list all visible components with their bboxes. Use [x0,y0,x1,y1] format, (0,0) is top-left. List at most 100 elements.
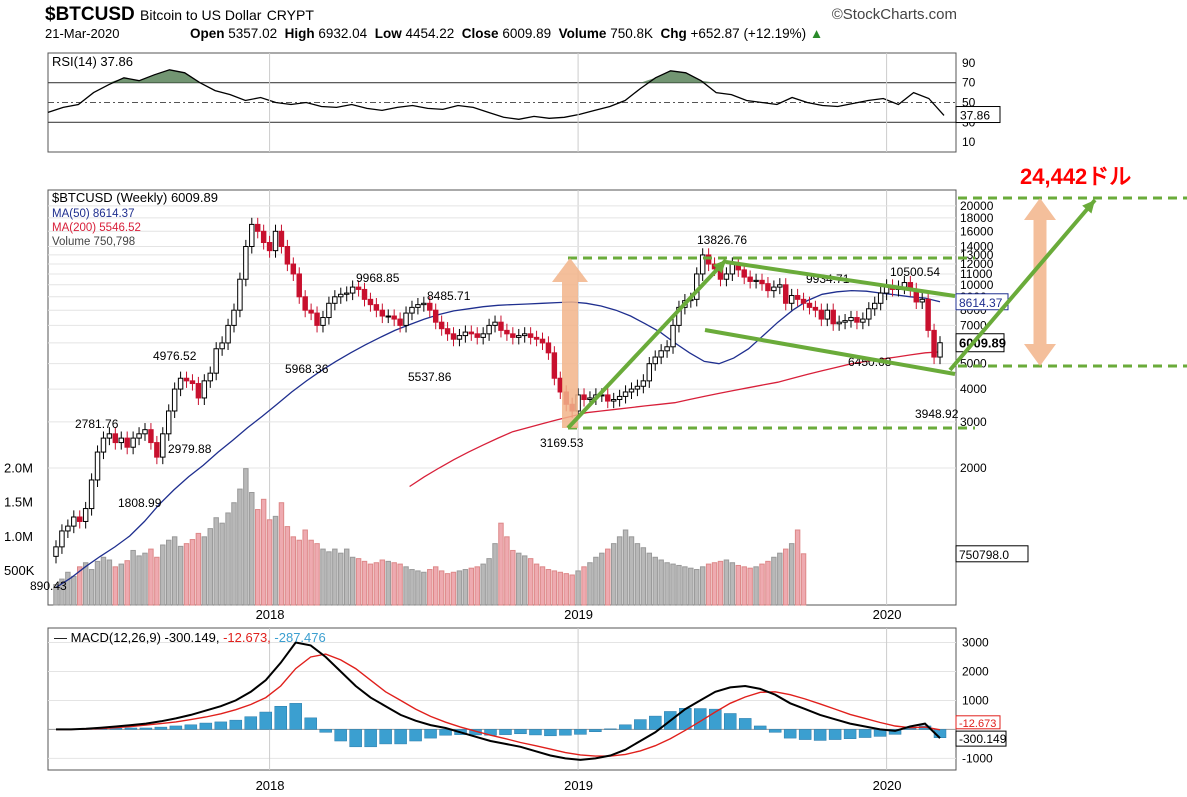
macd-histogram-bar [214,721,228,730]
symbol[interactable]: $BTCUSD [45,4,135,25]
volume-bar [112,566,119,606]
macd-histogram-bar [244,716,258,730]
candle-body [308,309,314,314]
volume-legend: Volume 750,798 [52,236,135,248]
volume-bar [166,539,172,606]
macd-histogram-bar [783,729,797,739]
price-tick-label: 4000 [960,382,987,396]
high-label: High [284,26,315,41]
candle-body [664,346,670,352]
candle-body [421,302,427,306]
ma50-line [55,289,941,589]
volume-bar [646,552,653,606]
candle-body [539,338,546,344]
stockcharts-logo[interactable]: ©StockCharts.com [831,6,957,23]
candle-body [272,230,279,252]
volume-bar [788,543,795,606]
candle-body [189,380,196,385]
candle-body [533,336,540,340]
macd-histogram-bar [124,727,138,730]
volume-bar [284,526,291,606]
rsi-tick-label: 90 [962,56,976,70]
macd-histogram-bar [649,715,662,730]
volume-bar [676,564,682,606]
candle-body [53,546,59,557]
volume-last-value: 750798.0 [959,548,1009,562]
volume-bar [195,532,202,606]
macd-histogram-bar [409,729,422,742]
candle-body [409,306,415,314]
volume-bar [563,573,569,606]
volume-bar [610,543,617,606]
volume-bar [314,543,320,606]
volume-bar [100,556,107,606]
candle-body [616,395,623,401]
volume-bar [130,549,136,606]
volume-bar [800,553,807,606]
volume-bar [705,563,712,606]
volume-bar [343,548,350,606]
volume-bar [575,570,581,606]
candle-body [474,333,480,338]
candle-body [338,293,344,298]
candle-body [516,335,522,338]
candle-body [219,342,225,350]
volume-bar [593,556,599,606]
candle-body [498,321,504,331]
low-label: Low [374,26,402,41]
candle-body [931,329,937,358]
volume-bar [53,584,59,606]
volume-last-box [955,545,1029,563]
candle-body [432,309,439,323]
volume-bar [516,552,522,606]
candle-body [361,288,368,300]
macd-tick-label: 3000 [962,635,989,649]
open-label: Open [190,26,225,41]
volume-bar [658,559,664,606]
candle-body [450,333,457,340]
chg-value: +652.87 (+12.19%) [690,26,807,41]
volume-bar [219,522,225,606]
candle-body [866,308,872,320]
candle-body [765,283,771,292]
candle-body [640,380,647,387]
volume-bar [569,574,575,606]
candle-body [741,269,747,278]
candle-body [729,263,736,275]
candle-body [628,388,635,393]
candle-body [872,302,878,310]
volume-bar [480,563,486,606]
candle-body [545,342,552,354]
candle-body [142,429,148,435]
macd-histogram-bar [589,729,602,732]
volume-bar [551,570,558,606]
volume-bar [747,567,753,606]
volume-bar [136,555,142,606]
volume-bar [207,528,213,606]
macd-histogram-bar [304,717,317,730]
volume-bar [753,566,759,606]
volume-bar [462,569,469,606]
candle-body [266,242,273,252]
volume-bar [599,552,605,606]
volume-bar [699,566,706,606]
volume-bar [711,562,718,606]
macd-histogram-bar [798,729,812,740]
rsi-tick-label: 10 [962,135,976,149]
volume-bar [349,556,356,606]
candle-body [124,437,130,448]
candle-body [136,433,142,439]
macd-histogram-bar [604,728,617,730]
macd-histogram-bar [169,725,183,730]
candle-body [836,321,842,325]
volume-bar [759,563,765,606]
volume-bar [468,567,475,606]
volume-bar [694,569,700,606]
macd-histogram-bar [139,727,153,730]
ma50-last-value: 8614.37 [959,296,1003,310]
macd-histogram-bar [619,724,632,730]
candle-body [818,309,825,320]
candle-body [77,516,83,522]
volume-bar [243,468,249,606]
candle-body [112,433,119,444]
